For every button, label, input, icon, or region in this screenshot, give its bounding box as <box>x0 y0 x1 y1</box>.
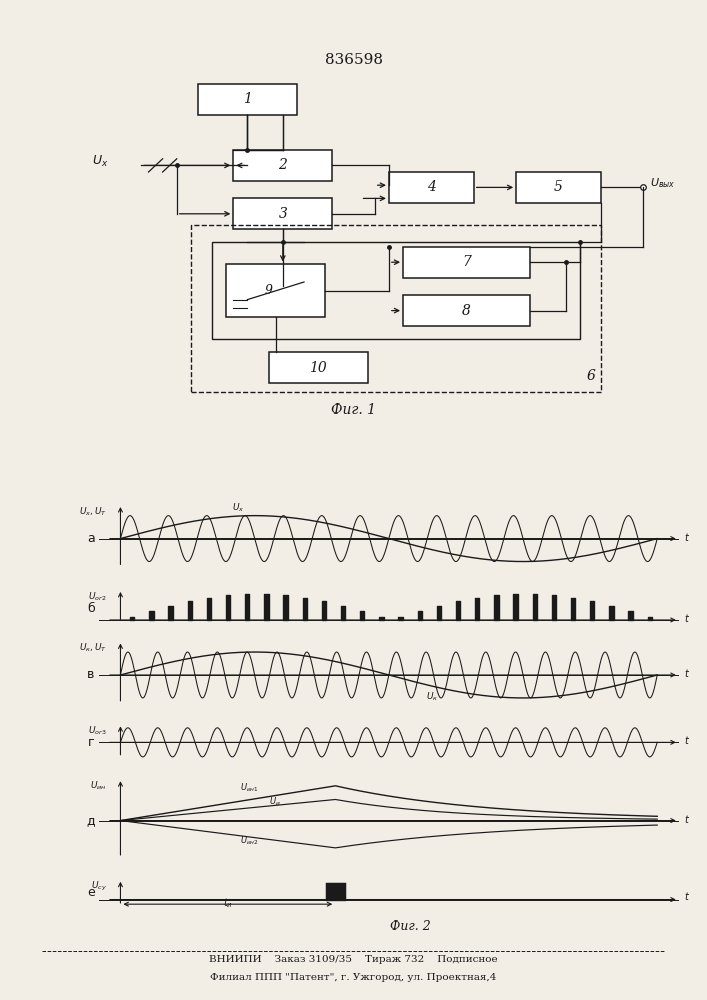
Text: $U_{ин1}$: $U_{ин1}$ <box>240 781 259 794</box>
Text: $t$: $t$ <box>684 667 690 679</box>
Text: в: в <box>87 668 95 681</box>
Text: $U_{ин2}$: $U_{ин2}$ <box>240 834 259 847</box>
Text: $U_и$: $U_и$ <box>269 795 281 808</box>
Text: д: д <box>87 814 95 827</box>
Text: $U_x, U_T$: $U_x, U_T$ <box>79 505 107 518</box>
Text: a: a <box>87 532 95 545</box>
Text: $t_и$: $t_и$ <box>223 896 233 910</box>
Text: $U_к, U_T$: $U_к, U_T$ <box>79 642 107 654</box>
Text: Фиг. 1: Фиг. 1 <box>331 403 376 417</box>
Bar <box>226 264 325 317</box>
Text: ВНИИПИ    Заказ 3109/35    Тираж 732    Подписное: ВНИИПИ Заказ 3109/35 Тираж 732 Подписное <box>209 955 498 964</box>
Text: $U_{вых}$: $U_{вых}$ <box>650 176 676 190</box>
Bar <box>233 150 332 181</box>
Text: 6: 6 <box>587 369 596 383</box>
Text: $U_x$: $U_x$ <box>92 153 108 169</box>
Text: 3: 3 <box>279 207 287 221</box>
Text: 7: 7 <box>462 255 471 269</box>
Text: $U_x$: $U_x$ <box>233 502 245 514</box>
Text: 10: 10 <box>309 361 327 375</box>
Bar <box>212 242 580 339</box>
Bar <box>403 295 530 326</box>
Text: б: б <box>87 602 95 615</box>
Text: $t$: $t$ <box>684 813 690 825</box>
Bar <box>191 225 601 392</box>
Text: $U_{ин}$: $U_{ин}$ <box>90 780 107 792</box>
Text: г: г <box>88 736 94 749</box>
Text: 4: 4 <box>427 180 436 194</box>
Bar <box>403 247 530 278</box>
Text: $t$: $t$ <box>684 734 690 746</box>
Text: Филиал ППП "Патент", г. Ужгород, ул. Проектная,4: Филиал ППП "Патент", г. Ужгород, ул. Про… <box>210 973 497 982</box>
Text: 5: 5 <box>554 180 563 194</box>
Text: е: е <box>87 886 95 899</box>
Bar <box>389 172 474 203</box>
Text: 8: 8 <box>462 304 471 318</box>
Text: $t$: $t$ <box>684 612 690 624</box>
Text: $t$: $t$ <box>684 531 690 543</box>
Bar <box>516 172 601 203</box>
Text: 2: 2 <box>279 158 287 172</box>
Text: $U_{су}$: $U_{су}$ <box>91 880 107 893</box>
Bar <box>233 198 332 229</box>
Text: 836598: 836598 <box>325 53 382 67</box>
Text: $t$: $t$ <box>684 890 690 902</box>
Text: 9: 9 <box>264 284 273 297</box>
Text: $U_{ог2}$: $U_{ог2}$ <box>88 590 107 603</box>
Text: 1: 1 <box>243 92 252 106</box>
Bar <box>198 84 297 115</box>
Text: Фиг. 2: Фиг. 2 <box>390 920 431 933</box>
Text: $U_к$: $U_к$ <box>426 690 438 703</box>
Text: $U_{ог3}$: $U_{ог3}$ <box>88 724 107 737</box>
Bar <box>269 352 368 383</box>
